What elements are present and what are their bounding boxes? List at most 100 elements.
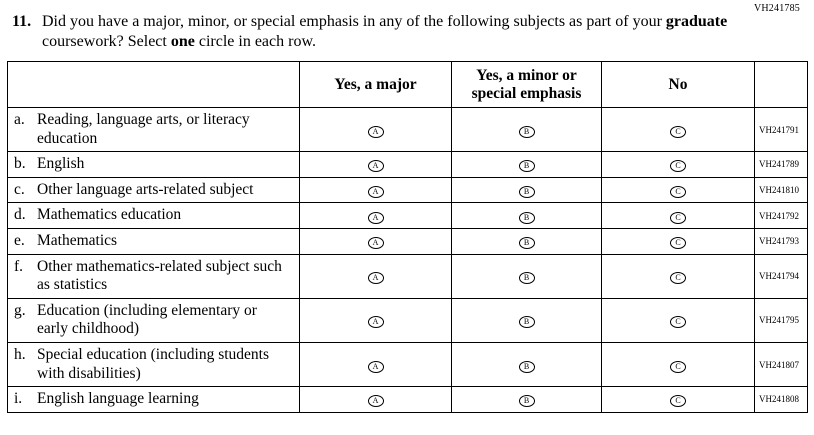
option-circle-no[interactable]: C — [670, 211, 686, 224]
option-circle-no[interactable]: C — [670, 360, 686, 373]
question-number: 11. — [12, 13, 32, 30]
option-circle-minor[interactable]: B — [518, 125, 535, 138]
cell-major: A — [299, 341, 452, 388]
row-label: Mathematics — [37, 231, 118, 249]
question-bold-graduate: graduate — [665, 13, 728, 30]
header-subject-blank — [7, 61, 300, 108]
row-label: Special education (including students wi… — [37, 345, 270, 382]
row-code: VH241792 — [754, 202, 808, 229]
row-code: VH241808 — [754, 386, 808, 413]
question-table: Yes, a major Yes, a minor or special emp… — [7, 61, 808, 413]
cell-no: C — [601, 341, 755, 388]
table-row-h: h. Special education (including students … — [7, 341, 808, 388]
header-row: Yes, a major Yes, a minor or special emp… — [7, 61, 808, 108]
row-label: Mathematics education — [37, 206, 182, 224]
option-circle-major[interactable]: A — [367, 160, 384, 173]
row-letter: d. — [14, 206, 26, 224]
table-row-i: i. English language learning A B C VH2418… — [7, 386, 808, 413]
cell-minor: B — [451, 151, 602, 178]
cell-major: A — [299, 386, 452, 413]
cell-major: A — [299, 151, 452, 178]
table-row-f: f. Other mathematics-related subject such… — [7, 253, 808, 299]
table-row-d: d. Mathematics education A B C VH241792 — [7, 202, 808, 229]
cell-no: C — [601, 297, 755, 343]
row-code: VH241791 — [754, 106, 808, 153]
option-circle-major[interactable]: A — [367, 237, 384, 250]
option-circle-major[interactable]: A — [367, 186, 384, 199]
column-header-no: No — [601, 61, 755, 108]
table-row-c: c. Other language arts-related subject A … — [7, 176, 808, 204]
option-circle-major[interactable]: A — [367, 211, 384, 224]
cell-no: C — [601, 253, 755, 299]
row-code: VH241807 — [754, 341, 808, 388]
option-circle-minor[interactable]: B — [518, 360, 535, 373]
row-label: English language learning — [37, 390, 199, 408]
subject-cell: h. Special education (including students … — [7, 341, 300, 388]
option-circle-no[interactable]: C — [670, 316, 686, 329]
cell-no: C — [601, 151, 755, 178]
row-code: VH241810 — [754, 176, 808, 204]
cell-major: A — [299, 202, 452, 229]
row-letter: a. — [14, 111, 25, 128]
option-circle-no[interactable]: C — [670, 186, 686, 199]
option-circle-no[interactable]: C — [670, 272, 686, 285]
column-header-minor: Yes, a minor or special emphasis — [451, 61, 602, 108]
cell-major: A — [299, 253, 452, 299]
option-circle-major[interactable]: A — [367, 360, 384, 373]
question-11: 11. Did you have a major, minor, or spec… — [0, 0, 814, 52]
row-label: English — [37, 155, 85, 173]
option-circle-minor[interactable]: B — [518, 211, 535, 224]
row-code: VH241789 — [754, 151, 808, 178]
subject-cell: c. Other language arts-related subject — [7, 176, 300, 204]
column-header-major: Yes, a major — [299, 61, 452, 108]
cell-major: A — [299, 106, 452, 153]
option-circle-no[interactable]: C — [670, 395, 686, 408]
row-label: Other language arts-related subject — [37, 180, 254, 198]
table-row-b: b. English A B C VH241789 — [7, 151, 808, 178]
question-text-part: coursework? Select — [42, 33, 171, 50]
cell-no: C — [601, 106, 755, 153]
option-circle-minor[interactable]: B — [518, 160, 535, 173]
option-circle-major[interactable]: A — [367, 125, 384, 138]
option-circle-major[interactable]: A — [367, 272, 384, 285]
subject-cell: g. Education (including elementary or ear… — [7, 297, 300, 343]
option-circle-minor[interactable]: B — [518, 316, 535, 329]
row-label: Education (including elementary or early… — [37, 301, 257, 338]
table-row-a: a. Reading, language arts, or literacy ed… — [7, 106, 808, 153]
cell-minor: B — [451, 341, 602, 388]
cell-no: C — [601, 202, 755, 229]
subject-cell: e. Mathematics — [7, 227, 300, 255]
option-circle-major[interactable]: A — [367, 316, 384, 329]
cell-no: C — [601, 227, 755, 255]
question-text-part: Did you have a major, minor, or special … — [42, 13, 666, 30]
cell-minor: B — [451, 227, 602, 255]
row-letter: e. — [14, 231, 25, 249]
row-code: VH241793 — [754, 227, 808, 255]
cell-major: A — [299, 176, 452, 204]
question-text: Did you have a major, minor, or special … — [42, 12, 752, 52]
option-circle-no[interactable]: C — [670, 160, 686, 173]
subject-cell: d. Mathematics education — [7, 202, 300, 229]
cell-minor: B — [451, 297, 602, 343]
row-code: VH241795 — [754, 297, 808, 343]
question-text-part: circle in each row. — [194, 33, 316, 50]
option-circle-minor[interactable]: B — [518, 272, 535, 285]
option-circle-no[interactable]: C — [670, 237, 686, 250]
option-circle-no[interactable]: C — [670, 125, 686, 138]
row-code: VH241794 — [754, 253, 808, 299]
row-letter: g. — [14, 301, 26, 319]
option-circle-minor[interactable]: B — [518, 186, 535, 199]
table-row-g: g. Education (including elementary or ear… — [7, 297, 808, 343]
option-circle-minor[interactable]: B — [518, 395, 535, 408]
cell-minor: B — [451, 386, 602, 413]
row-letter: i. — [14, 390, 23, 408]
subject-cell: i. English language learning — [7, 386, 300, 413]
option-circle-minor[interactable]: B — [518, 237, 535, 250]
cell-minor: B — [451, 106, 602, 153]
subject-cell: b. English — [7, 151, 300, 178]
cell-major: A — [299, 227, 452, 255]
option-circle-major[interactable]: A — [367, 395, 384, 408]
cell-no: C — [601, 386, 755, 413]
subject-cell: f. Other mathematics-related subject such… — [7, 253, 300, 299]
cell-minor: B — [451, 176, 602, 204]
